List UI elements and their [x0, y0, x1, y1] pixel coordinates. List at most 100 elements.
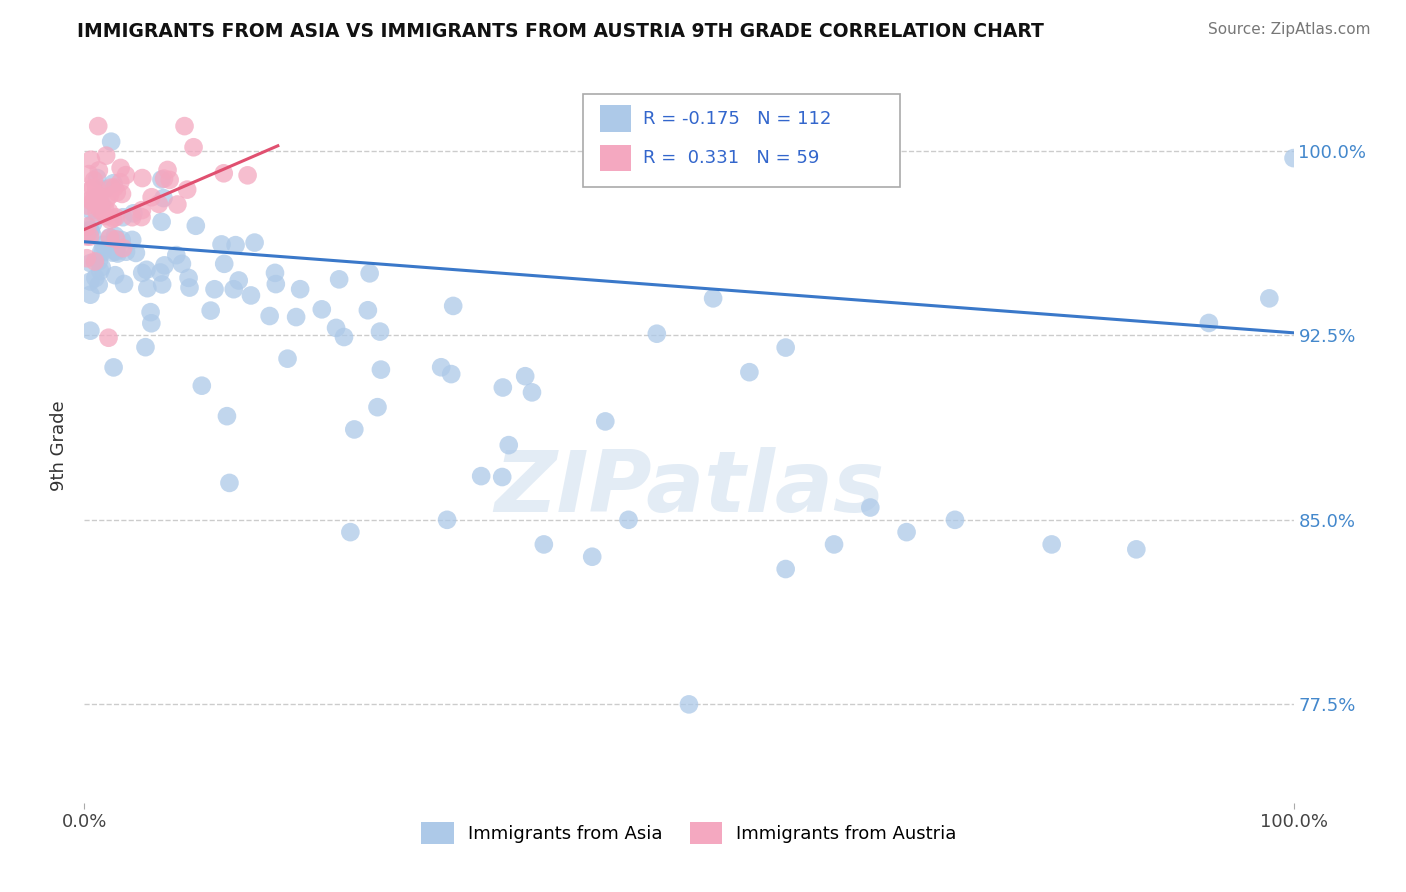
Text: Source: ZipAtlas.com: Source: ZipAtlas.com: [1208, 22, 1371, 37]
Point: [177, 271, 200, 285]
Point: [357, 303, 380, 318]
Point: [83, 191, 105, 205]
Point: [83, 173, 105, 187]
Point: [97, 331, 120, 345]
Point: [87, 119, 110, 133]
Point: [149, 265, 172, 279]
Point: [105, 186, 128, 200]
Point: [87, 202, 110, 216]
Point: [359, 266, 381, 280]
Point: [87, 163, 110, 178]
Point: [105, 232, 128, 246]
Point: [211, 237, 233, 252]
Point: [89, 190, 111, 204]
Point: [104, 210, 127, 224]
Point: [90, 260, 112, 274]
Point: [135, 262, 157, 277]
Point: [225, 238, 247, 252]
Point: [285, 310, 308, 324]
Point: [702, 291, 724, 305]
Point: [98, 188, 121, 202]
Point: [166, 197, 188, 211]
Point: [125, 246, 148, 260]
Point: [84, 271, 107, 285]
Point: [215, 409, 238, 424]
Point: [112, 277, 135, 291]
Point: [110, 175, 132, 189]
Point: [80, 153, 103, 167]
Point: [79, 183, 101, 197]
Point: [111, 211, 134, 225]
Point: [84, 186, 107, 201]
Point: [90, 203, 112, 218]
Point: [87, 277, 110, 292]
Point: [112, 241, 135, 255]
Point: [96, 193, 118, 207]
Point: [678, 698, 700, 712]
Point: [131, 171, 153, 186]
Point: [131, 210, 153, 224]
Point: [103, 176, 125, 190]
Point: [150, 277, 173, 292]
Point: [183, 140, 205, 154]
Point: [200, 303, 222, 318]
Point: [159, 173, 181, 187]
Point: [76, 251, 98, 265]
Point: [98, 213, 121, 227]
Point: [645, 326, 668, 341]
Point: [79, 256, 101, 270]
Point: [83, 254, 105, 268]
Point: [80, 203, 103, 218]
Point: [239, 288, 262, 302]
Point: [153, 171, 176, 186]
Point: [366, 400, 388, 414]
Point: [498, 438, 520, 452]
Point: [1125, 542, 1147, 557]
Point: [79, 224, 101, 238]
Point: [101, 245, 124, 260]
Point: [228, 273, 250, 287]
Point: [150, 215, 173, 229]
Point: [212, 166, 235, 180]
Point: [492, 380, 515, 394]
Point: [103, 211, 125, 226]
Point: [104, 268, 127, 283]
Point: [515, 369, 537, 384]
Point: [131, 203, 153, 218]
Point: [243, 235, 266, 250]
Point: [139, 305, 162, 319]
Point: [121, 210, 143, 224]
Point: [97, 204, 120, 219]
Point: [115, 168, 138, 182]
Point: [595, 414, 617, 428]
Point: [339, 525, 361, 540]
Point: [173, 119, 195, 133]
Point: [115, 244, 138, 259]
Point: [520, 385, 543, 400]
Point: [311, 302, 333, 317]
Point: [264, 277, 287, 291]
Point: [134, 340, 156, 354]
Point: [859, 500, 882, 515]
Point: [333, 330, 356, 344]
Point: [83, 194, 105, 209]
Point: [90, 244, 112, 259]
Point: [79, 223, 101, 237]
Point: [165, 248, 187, 262]
Point: [738, 365, 761, 379]
Point: [152, 191, 174, 205]
Point: [87, 189, 110, 203]
Point: [107, 246, 129, 260]
Y-axis label: 9th Grade: 9th Grade: [51, 401, 69, 491]
Point: [103, 360, 125, 375]
Point: [1258, 291, 1281, 305]
Point: [79, 193, 101, 207]
Point: [343, 422, 366, 436]
Point: [156, 163, 179, 178]
Point: [94, 202, 117, 216]
Point: [79, 275, 101, 289]
Point: [82, 195, 104, 210]
Point: [775, 341, 797, 355]
Point: [100, 135, 122, 149]
Point: [288, 282, 311, 296]
